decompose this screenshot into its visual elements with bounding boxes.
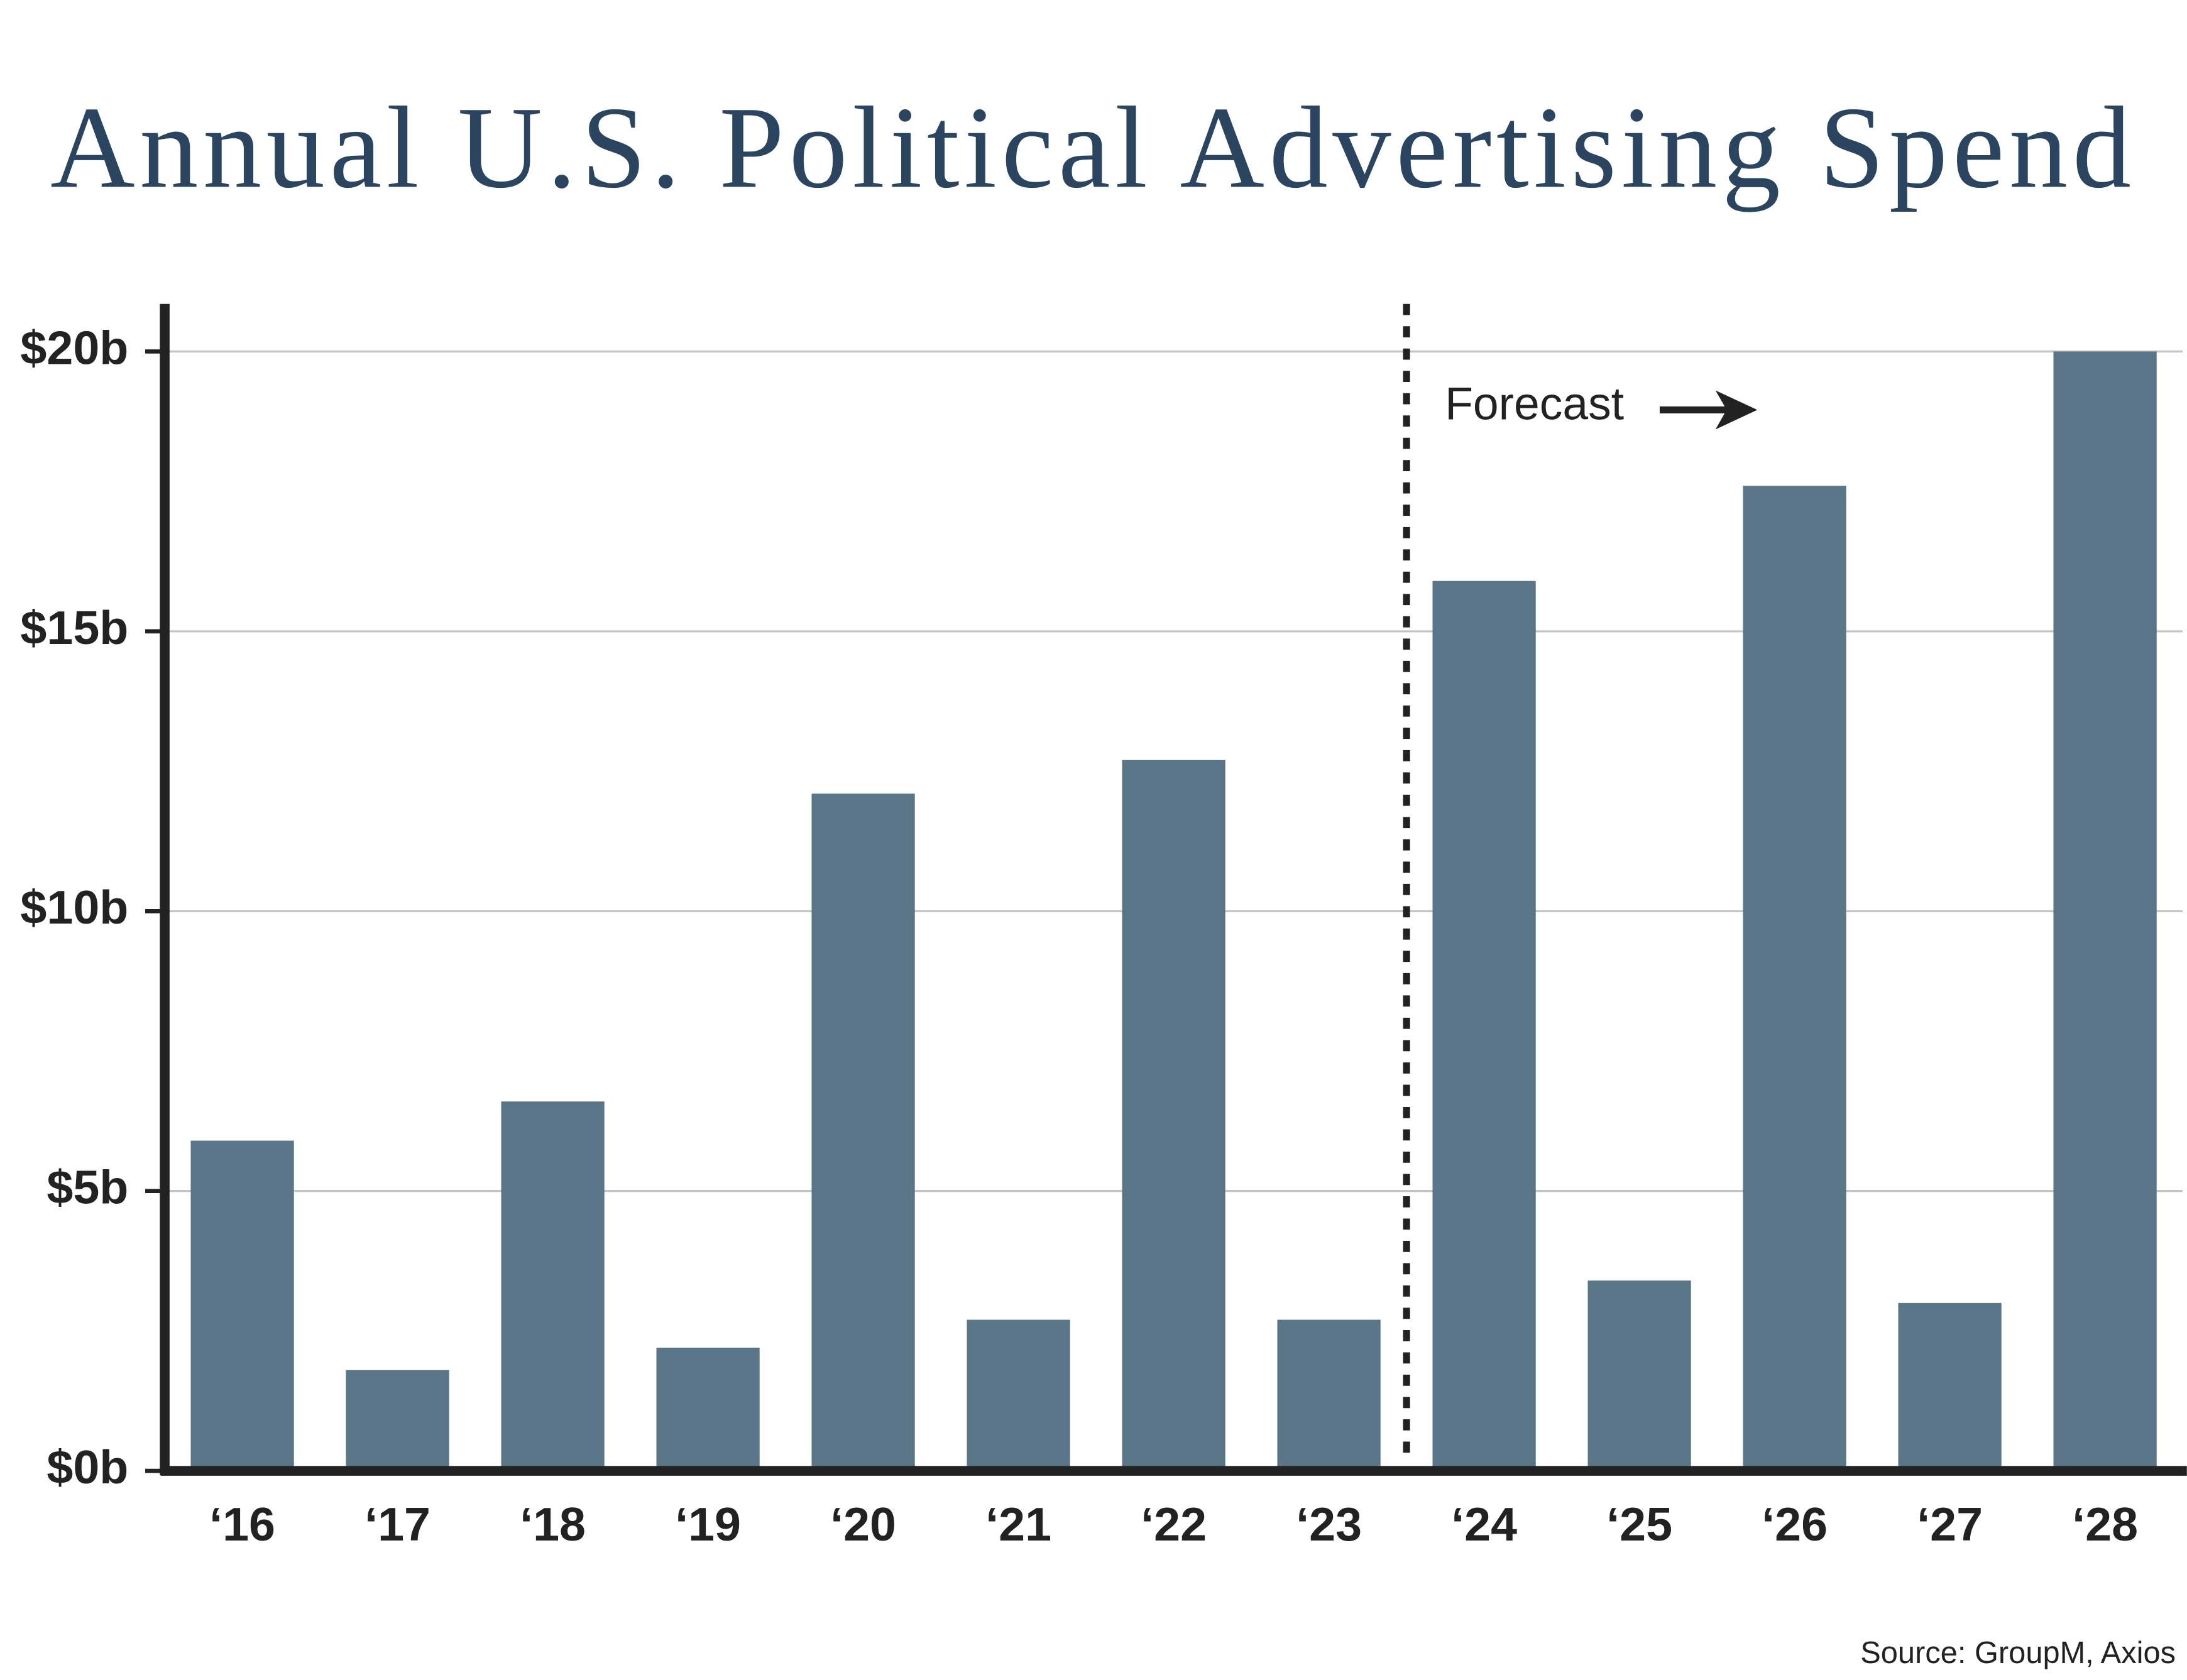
x-tick-label: ‘24 [1451,1498,1517,1551]
bar [2053,351,2157,1471]
y-tick-label: $20b [20,321,128,374]
bar [1122,760,1225,1471]
x-tick-label: ‘23 [1296,1498,1362,1551]
x-tick-label: ‘26 [1762,1498,1828,1551]
bar [1277,1319,1381,1471]
x-tick-label: ‘19 [675,1498,741,1551]
x-tick-label: ‘16 [209,1498,275,1551]
x-tick-label: ‘20 [830,1498,896,1551]
bar [1898,1302,2002,1471]
y-tick-label: $15b [20,601,128,654]
x-tick-label: ‘17 [364,1498,430,1551]
y-tick-label: $10b [20,881,128,934]
x-tick-label: ‘28 [2072,1498,2138,1551]
bar [1587,1280,1691,1471]
source: Source: GroupM, Axios [1860,1636,2176,1670]
bar [656,1348,760,1471]
x-tick-label: ‘22 [1141,1498,1207,1551]
chart-title: Annual U.S. Political Advertising Spend [50,83,2131,212]
annotation: Forecast [1445,378,1624,429]
x-tick-label: ‘21 [985,1498,1051,1551]
arrow-head [1715,390,1758,430]
bar [501,1101,605,1471]
bar [967,1319,1070,1471]
bar [346,1370,449,1471]
bar [190,1140,294,1471]
y-tick-label: $0b [47,1441,128,1493]
bar [811,794,915,1471]
bar [1743,486,1846,1471]
x-tick-label: ‘18 [520,1498,586,1551]
x-tick-label: ‘25 [1606,1498,1672,1551]
y-tick-label: $5b [47,1161,128,1214]
x-tick-label: ‘27 [1917,1498,1983,1551]
bar [1432,581,1536,1471]
